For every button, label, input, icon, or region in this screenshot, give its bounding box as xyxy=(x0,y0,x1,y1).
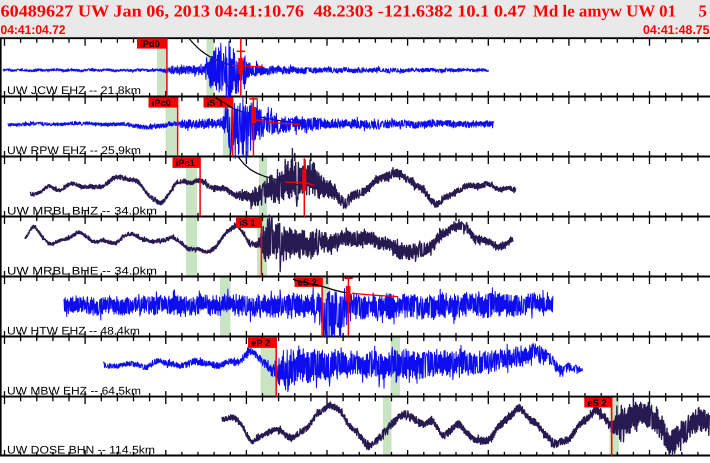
svg-text:5: 5 xyxy=(699,2,707,21)
svg-text:UW MRBL BHE -- 34.0km: UW MRBL BHE -- 34.0km xyxy=(7,265,157,277)
svg-text:iS 1: iS 1 xyxy=(239,218,256,228)
svg-text:04:41:04.72: 04:41:04.72 xyxy=(1,23,66,37)
svg-text:UW JCW EHZ -- 21.8km: UW JCW EHZ -- 21.8km xyxy=(7,85,141,97)
svg-text:UW RPW EHZ -- 25.9km: UW RPW EHZ -- 25.9km xyxy=(7,145,141,157)
svg-text:60489627 UW Jan 06, 2013 04:41: 60489627 UW Jan 06, 2013 04:41:10.76 xyxy=(1,2,305,21)
svg-text:Md le amyw UW 01: Md le amyw UW 01 xyxy=(533,2,676,21)
svg-text:iPd0: iPd0 xyxy=(140,39,160,49)
svg-text:eS 2: eS 2 xyxy=(588,398,607,408)
svg-text:iPc1: iPc1 xyxy=(176,158,195,168)
svg-text:UW DOSE BHN -- 114.5km: UW DOSE BHN -- 114.5km xyxy=(7,445,155,457)
svg-text:48.2303 -121.6382 10.1 0.47: 48.2303 -121.6382 10.1 0.47 xyxy=(314,2,527,21)
svg-text:04:41:48.75: 04:41:48.75 xyxy=(643,23,710,37)
svg-text:iS 1: iS 1 xyxy=(207,98,224,108)
svg-text:UW MRBL BHZ -- 34.0km: UW MRBL BHZ -- 34.0km xyxy=(7,205,157,217)
svg-text:UW MBW EHZ -- 64.5km: UW MBW EHZ -- 64.5km xyxy=(7,386,141,398)
svg-text:iPc0: iPc0 xyxy=(152,98,171,108)
svg-text:UW HTW EHZ -- 48.4km: UW HTW EHZ -- 48.4km xyxy=(7,325,140,337)
svg-text:eS 2: eS 2 xyxy=(298,277,317,287)
svg-text:eP 2: eP 2 xyxy=(251,338,270,348)
